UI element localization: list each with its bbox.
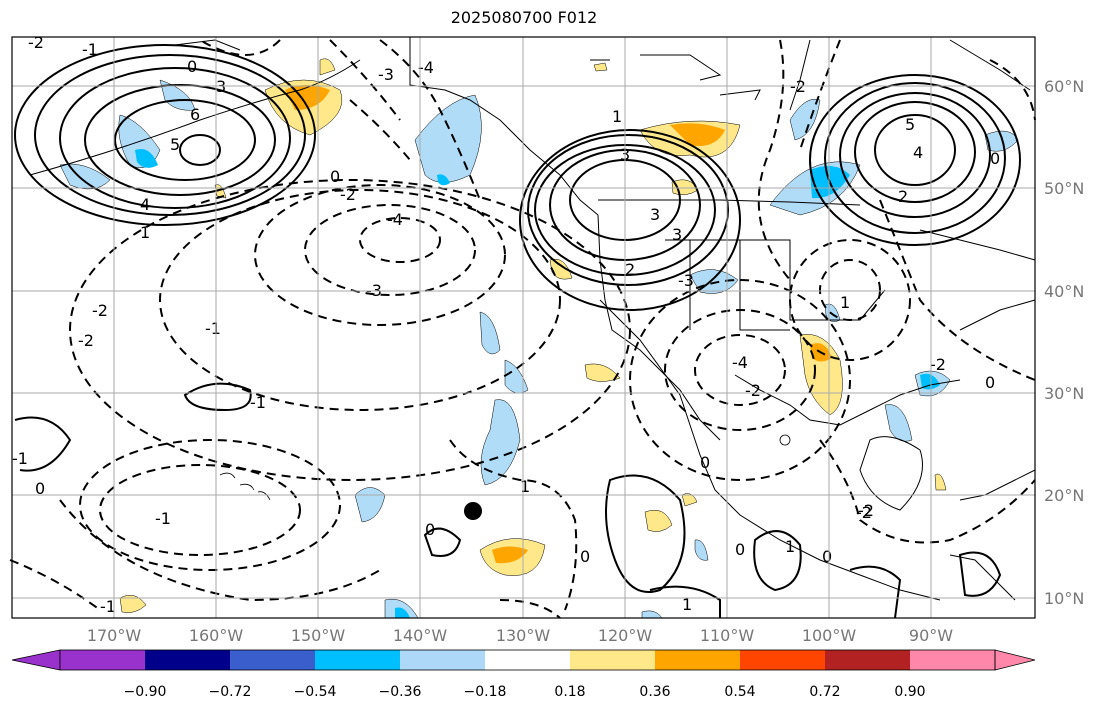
contour-label: -1 (155, 509, 171, 528)
colorbar-bin (315, 650, 400, 670)
contour-label: 1 (612, 107, 622, 126)
contour-label: 0 (985, 373, 995, 392)
lat-label: 40°N (1044, 282, 1085, 301)
contour-label: 1 (520, 477, 530, 496)
contour-label: 1 (840, 293, 850, 312)
contour-label: -1 (250, 393, 266, 412)
contour-label: 0 (425, 520, 435, 539)
colorbar-tick-label: −0.18 (463, 684, 507, 700)
contour-label: 6 (190, 105, 200, 124)
contour-label: 4 (913, 143, 923, 162)
contour-label: 0 (330, 167, 340, 186)
colorbar-bin (570, 650, 655, 670)
lat-label: 50°N (1044, 179, 1085, 198)
contour-lines-dashed (9, 39, 1036, 619)
contour-label: 0 (580, 547, 590, 566)
colorbar-tick-label: 0.72 (809, 684, 841, 700)
map-frame (11, 36, 1036, 619)
lon-label: 150°W (290, 626, 346, 645)
lat-label: 10°N (1044, 589, 1085, 608)
contour-label: -3 (378, 65, 394, 84)
colorbar-tick-label: 0.54 (724, 684, 756, 700)
contour-label: 0 (735, 540, 745, 559)
contour-label: -3 (678, 271, 694, 290)
contour-label: -1 (82, 40, 98, 59)
contour-label: 3 (672, 225, 682, 244)
colorbar-bin (230, 650, 315, 670)
colorbar-extend-max (994, 649, 1036, 671)
colorbar-bin (825, 650, 910, 670)
colorbar-tick-label: −0.54 (293, 684, 337, 700)
contour-label: -2 (92, 301, 108, 320)
contour-label: -2 (340, 185, 356, 204)
contour-label: 1 (785, 537, 795, 556)
contour-label: -1 (100, 597, 116, 616)
lat-label: 60°N (1044, 77, 1085, 96)
shading-areas (59, 58, 1019, 619)
lon-label: 160°W (188, 626, 244, 645)
contour-label: -4 (732, 353, 748, 372)
contour-label: -4 (418, 58, 434, 77)
contour-label: 1 (140, 223, 150, 242)
contour-labels: -2 -1 0 3 -3 -4 6 5 -4 1 4 0 -2 -1 -2 -3… (12, 33, 1000, 616)
colorbar-bin (485, 650, 570, 670)
contour-lines (14, 44, 1021, 619)
contour-label: -4 (387, 210, 403, 229)
colorbar-tick-label: −0.36 (378, 684, 422, 700)
contour-label: 0 (990, 149, 1000, 168)
contour-label: -2 (28, 33, 44, 52)
colorbar-bin (910, 650, 995, 670)
lon-label: 100°W (801, 626, 857, 645)
map-title: 2025080700 F012 (450, 8, 598, 27)
contour-label: 1 (682, 595, 692, 614)
colorbar-bin (145, 650, 230, 670)
lon-label: 170°W (86, 626, 142, 645)
contour-label: -2 (856, 503, 872, 522)
colorbar-tick-label: 0.18 (554, 684, 586, 700)
contour-label: -1 (12, 449, 28, 468)
lon-label: 130°W (495, 626, 551, 645)
lon-label: 140°W (392, 626, 448, 645)
contour-label: 0 (822, 547, 832, 566)
coastlines (29, 37, 1036, 601)
lat-label: 20°N (1044, 486, 1085, 505)
lat-label: 30°N (1044, 384, 1085, 403)
colorbar (11, 649, 1036, 671)
colorbar-frame (59, 649, 996, 671)
contour-label: -1 (205, 319, 221, 338)
location-marker (464, 502, 482, 520)
contour-label: 5 (170, 135, 180, 154)
contour-label: 0 (187, 57, 197, 76)
contour-label: 0 (35, 479, 45, 498)
colorbar-extend-min (11, 649, 61, 671)
contour-label: 2 (898, 187, 908, 206)
graticule (12, 37, 1035, 618)
lon-label: 120°W (597, 626, 653, 645)
colorbar-tick-label: 0.90 (894, 684, 926, 700)
contour-label: 0 (700, 453, 710, 472)
colorbar-bin (740, 650, 825, 670)
contour-label: -2 (858, 501, 874, 520)
colorbar-bin (400, 650, 485, 670)
lon-label: 110°W (699, 626, 755, 645)
contour-label: -2 (745, 381, 761, 400)
colorbar-tick-label: 0.36 (639, 684, 671, 700)
contour-label: 4 (140, 195, 150, 214)
contour-label: 5 (905, 115, 915, 134)
contour-label: -2 (930, 355, 946, 374)
islands (219, 434, 791, 501)
lon-label: 90°W (908, 626, 954, 645)
contour-label: 3 (650, 205, 660, 224)
colorbar-tick-label: −0.90 (123, 684, 167, 700)
colorbar-bin (60, 650, 145, 670)
colorbar-bin (655, 650, 740, 670)
colorbar-tick-label: −0.72 (208, 684, 252, 700)
contour-label: 2 (625, 260, 635, 279)
contour-label: -2 (78, 331, 94, 350)
